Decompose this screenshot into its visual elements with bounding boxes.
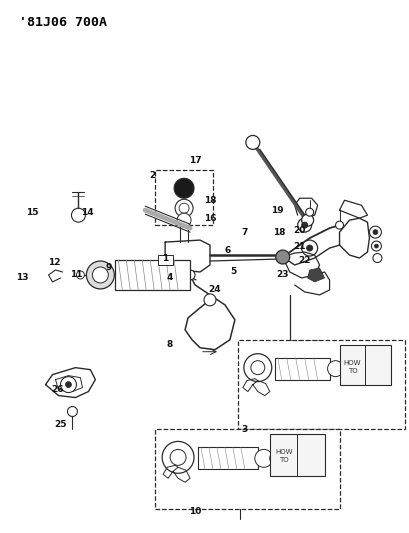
Circle shape [302,222,308,228]
Text: 22: 22 [299,255,311,264]
Text: 19: 19 [272,206,284,215]
Circle shape [328,361,344,377]
Text: 12: 12 [48,257,61,266]
Circle shape [174,179,194,198]
Circle shape [204,294,216,306]
Circle shape [92,267,108,283]
Circle shape [373,361,382,370]
Circle shape [373,254,382,263]
Circle shape [175,265,185,275]
Circle shape [177,213,191,227]
Text: 26: 26 [51,385,64,394]
Bar [198,447,258,470]
Circle shape [170,449,186,465]
Circle shape [306,208,314,216]
Circle shape [373,230,378,235]
Bar [339,345,391,385]
Circle shape [302,240,318,256]
Text: 4: 4 [167,273,173,282]
Circle shape [369,226,382,238]
Circle shape [179,203,189,213]
Circle shape [335,221,344,229]
Circle shape [76,271,84,279]
Text: 18: 18 [274,228,286,237]
Text: 2: 2 [149,171,155,180]
Text: 10: 10 [189,507,201,515]
Text: TO: TO [348,368,357,374]
Text: 25: 25 [54,420,67,429]
Circle shape [185,270,195,280]
Circle shape [244,354,272,382]
Circle shape [307,245,312,251]
Circle shape [98,269,110,281]
Circle shape [251,361,265,375]
Bar [115,260,190,290]
Circle shape [65,382,72,387]
Text: 3: 3 [242,425,248,434]
Text: 15: 15 [26,208,39,217]
Text: 13: 13 [16,273,29,282]
Circle shape [374,244,378,248]
Text: HOW: HOW [275,449,292,455]
Circle shape [86,261,114,289]
Circle shape [371,241,382,251]
Polygon shape [308,268,325,282]
Circle shape [67,407,77,416]
Circle shape [302,214,314,226]
Bar [155,171,213,225]
Circle shape [298,218,312,232]
Text: 16: 16 [204,214,216,223]
Text: 20: 20 [294,225,306,235]
Text: '81J06 700A: '81J06 700A [19,16,107,29]
Text: 11: 11 [70,270,83,279]
Text: 8: 8 [167,340,173,349]
Text: 5: 5 [230,268,236,277]
Bar [155,430,339,509]
Text: 9: 9 [105,263,112,272]
Circle shape [270,450,286,466]
Circle shape [255,449,273,467]
Text: 18: 18 [204,196,216,205]
Circle shape [246,135,260,149]
Circle shape [175,199,193,217]
Bar [238,340,405,430]
Text: 23: 23 [276,270,289,279]
Text: 1: 1 [162,254,168,263]
Circle shape [342,362,355,376]
Circle shape [61,377,76,393]
Circle shape [276,250,290,264]
Text: 24: 24 [209,285,221,294]
Text: 6: 6 [225,246,231,255]
Text: HOW: HOW [344,360,361,366]
Circle shape [162,441,194,473]
Circle shape [302,450,312,461]
Text: TO: TO [279,457,288,463]
Text: 14: 14 [81,208,94,217]
Bar [270,434,325,477]
Text: 17: 17 [189,156,201,165]
Circle shape [72,208,85,222]
Text: 7: 7 [242,228,248,237]
Bar [275,358,330,379]
Text: 21: 21 [293,241,306,251]
Bar [158,255,173,265]
